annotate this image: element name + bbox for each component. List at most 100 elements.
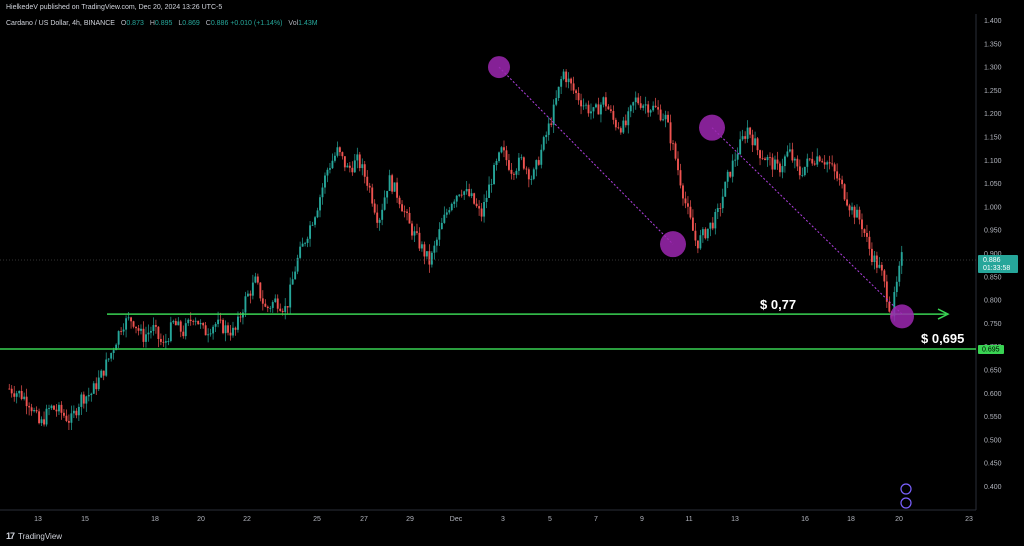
lightning-icon[interactable]	[900, 497, 912, 509]
candle-body	[684, 198, 687, 204]
candle-body	[53, 405, 55, 410]
candle-body	[667, 114, 670, 123]
candle-body	[575, 90, 578, 94]
support-label-077: $ 0,77	[760, 297, 796, 312]
candle-body	[627, 111, 630, 126]
candle-body	[662, 119, 665, 121]
candle-body	[557, 86, 560, 99]
candle-body	[453, 201, 456, 204]
x-tick-label: 9	[640, 516, 644, 523]
candle-body	[766, 156, 769, 161]
pivot-marker[interactable]	[660, 231, 686, 258]
close-label: C	[205, 20, 211, 27]
candle-body	[137, 328, 140, 331]
candle-body	[314, 217, 316, 225]
candle-body	[637, 97, 640, 104]
candle-body	[127, 317, 130, 319]
plus-circle-icon[interactable]	[900, 483, 912, 495]
x-tick-label: 27	[360, 516, 368, 523]
candle-body	[187, 319, 190, 324]
candle-body	[311, 224, 314, 226]
candle-body	[547, 123, 550, 135]
candle-body	[77, 406, 80, 416]
candle-body	[659, 109, 662, 121]
pivot-marker[interactable]	[699, 114, 725, 141]
publisher-header: HielkedeV published on TradingView.com, …	[6, 4, 222, 11]
candle-body	[398, 197, 401, 205]
candle-body	[35, 410, 38, 412]
candle-body	[45, 408, 48, 425]
candle-body	[672, 143, 674, 145]
y-tick-label: 1.400	[984, 18, 1002, 25]
candle-body	[572, 83, 575, 91]
candle-body	[778, 163, 781, 173]
candle-body	[353, 160, 356, 173]
pivot-marker[interactable]	[890, 304, 914, 329]
candle-body	[841, 179, 844, 185]
candle-body	[184, 323, 187, 337]
countdown-label: 01:33:58	[983, 265, 1010, 272]
symbol-name[interactable]: Cardano / US Dollar, 4h, BINANCE	[6, 20, 115, 27]
x-tick-label: 3	[501, 516, 505, 523]
candle-body	[162, 341, 165, 343]
candle-body	[736, 154, 739, 160]
x-tick-label: 15	[81, 516, 89, 523]
x-tick-label: 25	[313, 516, 321, 523]
volume-label: Vol	[288, 20, 299, 27]
candle-body	[401, 204, 403, 212]
candle-body	[368, 185, 371, 188]
candle-body	[428, 251, 431, 265]
candle-body	[70, 413, 73, 423]
candle-body	[381, 209, 384, 220]
candle-body	[356, 154, 359, 161]
candle-body	[510, 169, 513, 174]
candle-body	[669, 122, 672, 144]
candle-body	[699, 235, 702, 249]
publisher-text: HielkedeV published on TradingView.com, …	[6, 4, 223, 11]
candle-body	[677, 158, 679, 171]
candle-body	[731, 160, 734, 177]
candle-body	[192, 321, 195, 322]
y-tick-label: 1.200	[984, 111, 1002, 118]
candle-body	[40, 419, 43, 424]
candle-body	[530, 178, 533, 180]
candle-body	[105, 359, 108, 376]
candle-body	[885, 281, 888, 302]
candle-body	[132, 321, 135, 327]
x-tick-label: 18	[847, 516, 855, 523]
candle-body	[587, 104, 590, 114]
candle-body	[639, 103, 642, 108]
open-label: O	[120, 20, 127, 27]
level-badge-label: 0.695	[982, 347, 1000, 354]
candle-body	[788, 149, 791, 152]
candle-body	[741, 136, 744, 140]
trendline-1[interactable]	[498, 66, 674, 245]
pivot-marker[interactable]	[488, 56, 510, 79]
candle-body	[853, 206, 856, 218]
x-tick-label: 13	[731, 516, 739, 523]
candle-body	[411, 223, 413, 236]
candle-body	[751, 134, 754, 146]
y-tick-label: 1.050	[984, 181, 1002, 188]
candle-body	[403, 211, 406, 213]
candle-body	[503, 147, 505, 151]
candle-body	[217, 319, 220, 325]
candle-body	[458, 194, 461, 196]
candle-body	[107, 358, 110, 360]
candle-body	[798, 166, 801, 176]
candle-body	[140, 328, 142, 331]
candle-body	[508, 160, 510, 170]
y-tick-label: 1.350	[984, 41, 1002, 48]
candle-body	[595, 104, 597, 108]
trendline-2[interactable]	[711, 127, 903, 315]
candle-body	[527, 169, 530, 180]
candle-body	[838, 178, 841, 180]
x-tick-label: Dec	[450, 516, 463, 523]
candle-body	[274, 298, 277, 303]
candle-body	[120, 331, 123, 332]
candle-body	[729, 171, 732, 177]
low-value: 0.869	[182, 20, 200, 27]
low-label: L	[178, 20, 183, 27]
candle-body	[222, 319, 224, 334]
